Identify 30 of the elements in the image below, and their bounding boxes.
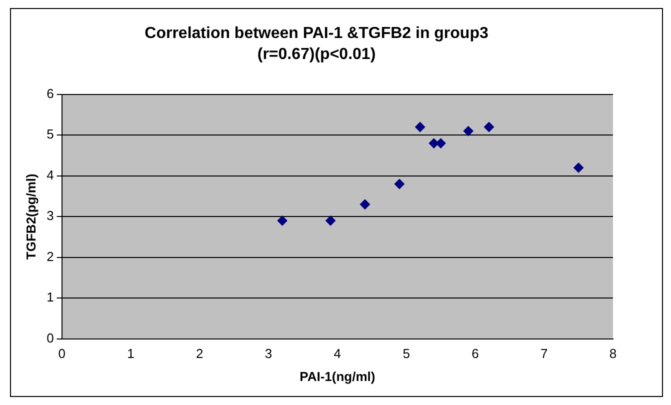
point bbox=[394, 179, 404, 190]
point bbox=[326, 216, 336, 226]
x-tick-label: 0 bbox=[58, 346, 66, 362]
x-tick-label: 4 bbox=[334, 346, 342, 362]
point bbox=[436, 138, 446, 148]
point bbox=[574, 162, 584, 173]
x-tick-label: 3 bbox=[264, 346, 272, 362]
y-tick-label: 1 bbox=[46, 290, 54, 305]
y-tick-label: 3 bbox=[46, 208, 54, 224]
y-tick-label: 2 bbox=[46, 248, 54, 264]
point bbox=[428, 138, 439, 148]
y-tick-label: 0 bbox=[46, 330, 54, 346]
y-tick-label: 6 bbox=[46, 86, 54, 101]
x-tick-label: 5 bbox=[402, 346, 410, 362]
x-tick-label: 2 bbox=[196, 346, 204, 362]
point bbox=[415, 122, 426, 132]
point bbox=[463, 126, 474, 136]
chart-title: Correlation between PAI-1 &TGFB2 in group3 bbox=[144, 25, 488, 42]
chart-subtitle: (r=0.67)(p<0.01) bbox=[257, 46, 376, 64]
point bbox=[484, 122, 494, 132]
x-axis-title: PAI-1(ng/ml) bbox=[300, 368, 376, 384]
y-tick-label: 4 bbox=[46, 167, 54, 182]
point bbox=[277, 216, 288, 226]
x-tick-label: 6 bbox=[472, 346, 479, 362]
x-tick-label: 7 bbox=[540, 346, 548, 362]
x-tick-label: 8 bbox=[609, 346, 617, 362]
x-tick-label: 1 bbox=[127, 346, 134, 362]
y-axis-title: TGFB2(pg/ml) bbox=[23, 174, 38, 260]
y-tick-label: 5 bbox=[46, 126, 54, 142]
point bbox=[360, 199, 370, 210]
